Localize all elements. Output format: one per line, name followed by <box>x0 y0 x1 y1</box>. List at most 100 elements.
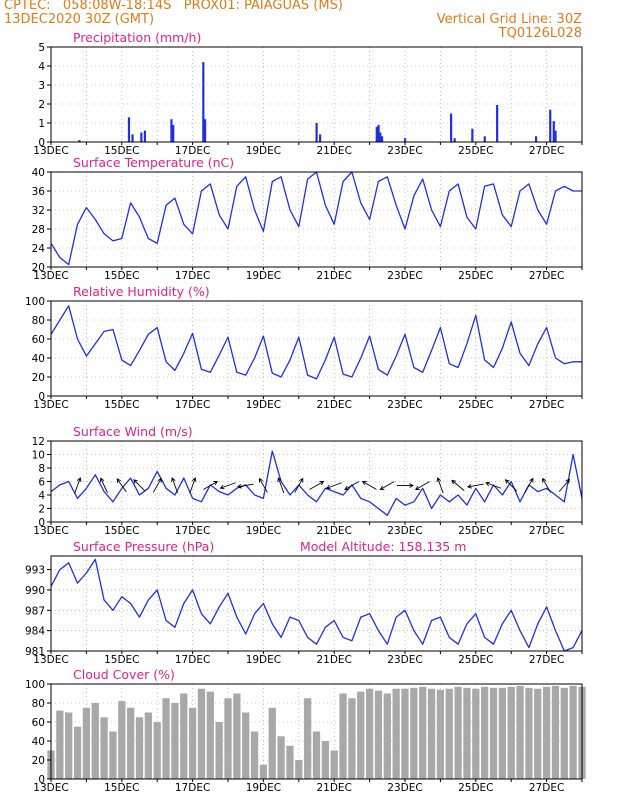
temperature-line <box>50 171 582 266</box>
x-tick-label: 15DEC <box>104 145 139 157</box>
precip-bar <box>170 119 173 142</box>
y-tick-label: 36 <box>32 186 46 198</box>
wind-arrowhead <box>409 483 414 488</box>
wind-arrowhead <box>219 484 225 490</box>
x-tick-label: 13DEC <box>33 782 68 794</box>
wind-arrow <box>133 479 146 492</box>
precip-bar <box>143 130 147 142</box>
wind-arrowhead <box>414 485 420 490</box>
precip-bar <box>315 123 318 142</box>
y-tick-label: 0 <box>38 137 45 149</box>
precip-bar <box>172 124 175 142</box>
cloud-cover-bar <box>427 688 436 779</box>
cloud-cover-bar <box>357 691 365 779</box>
x-tick-label: 25DEC <box>458 654 493 666</box>
x-tick-label: 21DEC <box>316 270 351 282</box>
cloud-cover-bar <box>215 722 223 779</box>
wind-arrow <box>524 478 534 493</box>
x-tick-label: 13DEC <box>33 399 68 411</box>
precip-bar <box>202 62 205 143</box>
cloud-cover-bar <box>374 690 383 779</box>
cloud-cover-bar <box>135 717 144 779</box>
cloud-cover-bar <box>542 686 551 779</box>
y-tick-label: 981 <box>25 646 45 658</box>
wind-arrowhead <box>277 477 282 483</box>
wind-line <box>50 450 583 516</box>
y-tick-label: 3 <box>38 80 45 92</box>
wind-arrowhead <box>299 477 304 483</box>
wind-arrowhead <box>258 477 264 483</box>
x-tick-label: 19DEC <box>246 525 281 537</box>
x-tick-label: 17DEC <box>175 525 210 537</box>
wind-arrowhead <box>157 477 162 483</box>
y-tick-label: 0 <box>38 391 45 403</box>
y-tick-label: 6 <box>38 477 45 489</box>
x-tick-label: 27DEC <box>529 270 564 282</box>
header-station-line: CPTEC: 058:08W-18:14S PROX01: PAIAGUAS (… <box>4 0 343 13</box>
y-tick-label: 987 <box>25 605 45 617</box>
y-tick-label: 993 <box>25 565 45 577</box>
cloud-cover-bar <box>242 712 250 779</box>
cloud-cover-bar <box>401 688 409 779</box>
wind-arrow <box>437 477 444 494</box>
cloud-cover-bar <box>259 764 268 779</box>
x-tick-label: 19DEC <box>246 654 281 666</box>
precip-bar <box>131 134 134 142</box>
cloud-cover-bar <box>321 741 329 779</box>
humidity-line <box>50 305 582 380</box>
wind-arrowhead <box>236 484 242 489</box>
x-tick-label: 21DEC <box>316 525 351 537</box>
wind-arrow <box>152 478 162 493</box>
panel-frame <box>50 440 583 523</box>
cloud-cover-bar <box>153 722 161 779</box>
y-tick-label: 40 <box>32 167 45 179</box>
y-tick-label: 12 <box>32 436 45 448</box>
cloud-cover-bar <box>365 688 374 779</box>
cloud-cover-bar <box>233 693 241 779</box>
x-tick-label: 17DEC <box>175 399 210 411</box>
wind-arrowhead <box>436 477 441 483</box>
cloud-cover-bar <box>551 685 560 779</box>
panel-title-cloud-cover: Cloud Cover (%) <box>73 667 175 682</box>
wind-arrowhead <box>379 485 385 490</box>
cloud-cover-bar <box>91 703 99 779</box>
precip-bar <box>534 136 538 142</box>
y-tick-label: 984 <box>25 626 45 638</box>
header-date-line: 13DEC2020 30Z (GMT) <box>4 12 155 27</box>
y-tick-label: 40 <box>32 736 45 748</box>
cloud-cover-bar <box>463 687 471 779</box>
x-tick-label: 23DEC <box>387 782 422 794</box>
y-tick-label: 990 <box>25 585 45 597</box>
y-tick-label: 5 <box>38 42 45 54</box>
x-tick-label: 13DEC <box>33 270 68 282</box>
wind-arrowhead <box>485 481 491 487</box>
cloud-cover-bar <box>268 707 276 779</box>
wind-arrow <box>116 478 127 493</box>
cloud-cover-bar <box>534 688 542 779</box>
precip-bar <box>377 124 380 142</box>
cloud-cover-bar <box>481 686 489 779</box>
wind-arrowhead <box>213 481 219 486</box>
y-tick-label: 20 <box>32 262 45 274</box>
x-tick-label: 23DEC <box>387 145 422 157</box>
y-tick-label: 1 <box>38 118 45 130</box>
y-tick-label: 100 <box>25 296 45 308</box>
wind-arrow <box>100 478 108 493</box>
wind-arrowhead <box>171 477 176 483</box>
wind-arrow <box>467 483 484 488</box>
cloud-cover-bar <box>489 687 498 779</box>
panel-humidity: 0 20 40 60 80 100 13DEC 15DEC 17DEC 19DEC 21DEC 23D… <box>25 284 583 411</box>
cloud-cover-bar <box>277 736 285 779</box>
wind-arrowhead <box>325 484 331 490</box>
x-tick-label: 25DEC <box>458 145 493 157</box>
x-tick-label: 23DEC <box>387 270 422 282</box>
x-tick-label: 27DEC <box>529 399 564 411</box>
panel-title-humidity: Relative Humidity (%) <box>73 284 210 299</box>
cloud-cover-bar <box>569 685 577 779</box>
x-tick-label: 19DEC <box>246 145 281 157</box>
cloud-cover-bar <box>206 691 214 779</box>
cloud-cover-bar <box>339 693 347 779</box>
cloud-cover-bar <box>419 686 427 779</box>
cloud-cover-bar <box>525 687 533 779</box>
